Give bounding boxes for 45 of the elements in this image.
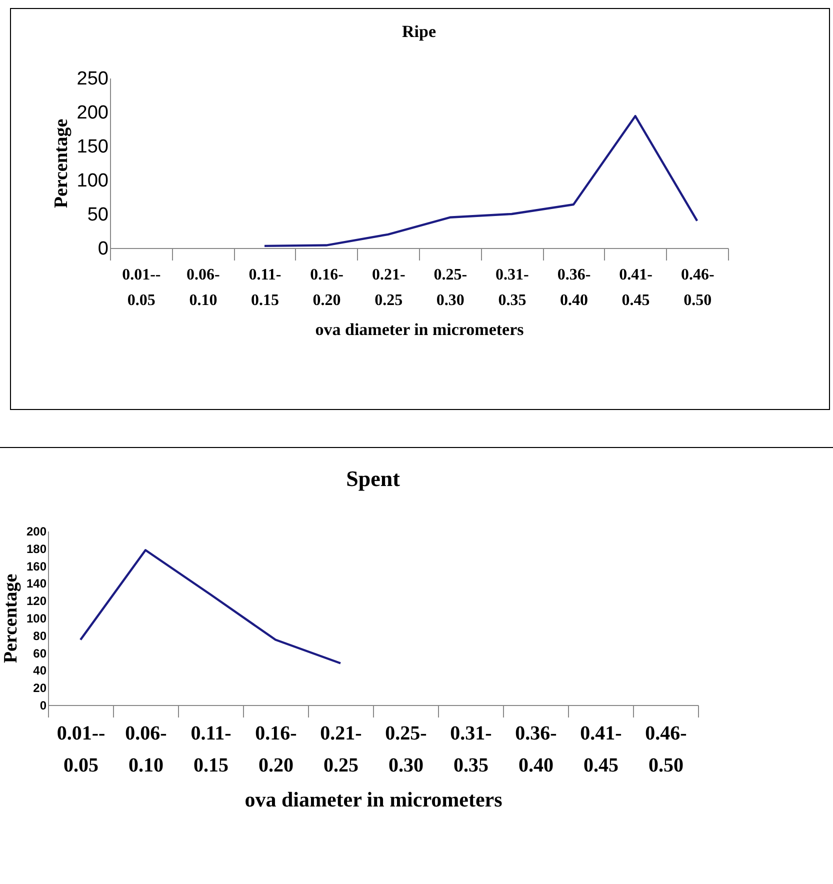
x-axis-title: ova diameter in micrometers — [244, 788, 502, 812]
y-tick-label: 200 — [26, 524, 47, 538]
y-tick-label: 180 — [26, 542, 47, 556]
x-tick-label: 0.31- 0.35 — [450, 722, 492, 776]
x-tick-label: 0.06- 0.10 — [125, 722, 167, 776]
x-tick-label: 0.25- 0.30 — [385, 722, 427, 776]
chart-title: Spent — [346, 466, 401, 491]
x-tick-label: 0.21- 0.25 — [320, 722, 362, 776]
line-series — [79, 549, 342, 664]
x-tick-label: 0.11- 0.15 — [190, 722, 232, 776]
y-tick-label: 200 — [76, 102, 108, 124]
x-tick-label: 0.36- 0.40 — [557, 266, 591, 310]
y-tick-label: 20 — [33, 681, 47, 696]
y-tick-label: 40 — [33, 664, 47, 678]
x-tick-label: 0.16- 0.20 — [255, 722, 297, 776]
x-tick-label: 0.06- 0.10 — [186, 266, 220, 310]
y-tick-label: 160 — [26, 559, 47, 574]
x-tick-label: 0.41- 0.45 — [619, 266, 652, 310]
x-tick-label: 0.21- 0.25 — [372, 266, 406, 310]
y-tick-label: 0 — [40, 698, 47, 712]
y-tick-label: 80 — [33, 628, 47, 643]
y-tick-label: 250 — [76, 68, 108, 90]
y-tick-label: 100 — [76, 170, 108, 192]
x-tick-label: 0.36- 0.40 — [515, 722, 557, 776]
x-tick-label: 0.46- 0.50 — [645, 722, 687, 776]
x-tick-label: 0.25- 0.30 — [434, 266, 468, 310]
y-tick-label: 140 — [26, 576, 47, 591]
x-tick-label: 0.01-- 0.05 — [56, 722, 106, 776]
y-tick-label: 100 — [26, 612, 47, 626]
chart-title: Ripe — [402, 22, 436, 41]
y-tick-label: 150 — [76, 136, 108, 158]
x-axis-title: ova diameter in micrometers — [315, 320, 524, 340]
y-axis-title: Percentage — [50, 118, 72, 208]
y-tick-label: 120 — [26, 594, 47, 608]
x-tick-label: 0.11- 0.15 — [248, 266, 282, 310]
y-tick-label: 60 — [33, 646, 47, 660]
x-tick-label: 0.01-- 0.05 — [122, 266, 161, 310]
y-axis-title: Percentage — [0, 574, 22, 664]
x-tick-label: 0.16- 0.20 — [310, 266, 344, 310]
y-tick-label: 50 — [87, 204, 108, 226]
x-tick-label: 0.31- 0.35 — [496, 266, 529, 310]
line-series — [263, 114, 698, 248]
x-tick-label: 0.41- 0.45 — [580, 722, 622, 776]
y-tick-label: 0 — [98, 238, 108, 260]
x-tick-label: 0.46- 0.50 — [680, 266, 714, 310]
